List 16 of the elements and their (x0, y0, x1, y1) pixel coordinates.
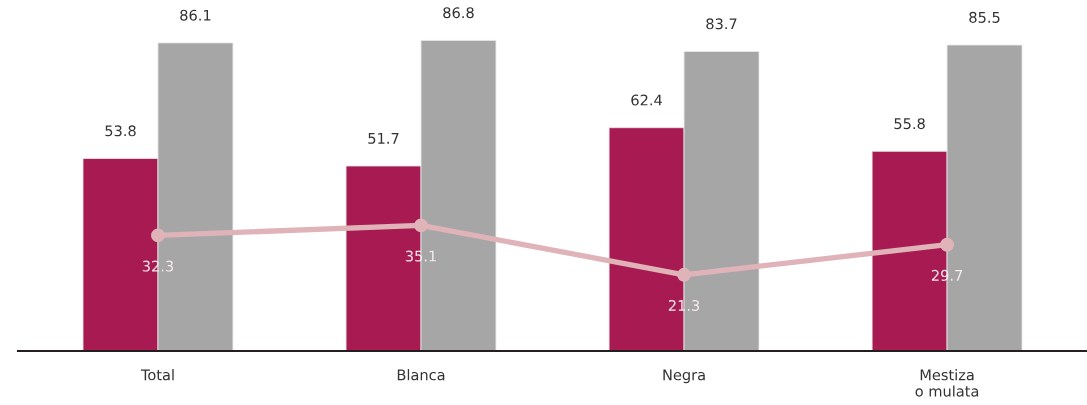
point (414, 218, 428, 233)
data-label: 53.8 (105, 125, 136, 137)
data-label: 83.7 (706, 18, 737, 30)
data-label: 55.8 (894, 118, 925, 130)
data-label: 62.4 (631, 94, 662, 106)
data-label: 86.1 (180, 9, 211, 21)
data-label: 85.5 (969, 11, 1000, 23)
point (940, 237, 955, 252)
data-label: 51.7 (368, 133, 399, 144)
point (151, 228, 165, 243)
x-tick-label: Total (140, 369, 174, 381)
data-label: 86.8 (443, 7, 474, 19)
x-tick-label: Mestiza o mulata (915, 369, 979, 397)
x-tick-label: Negra (663, 369, 705, 384)
point (677, 267, 691, 282)
x-tick-label: Blanca (397, 369, 445, 381)
